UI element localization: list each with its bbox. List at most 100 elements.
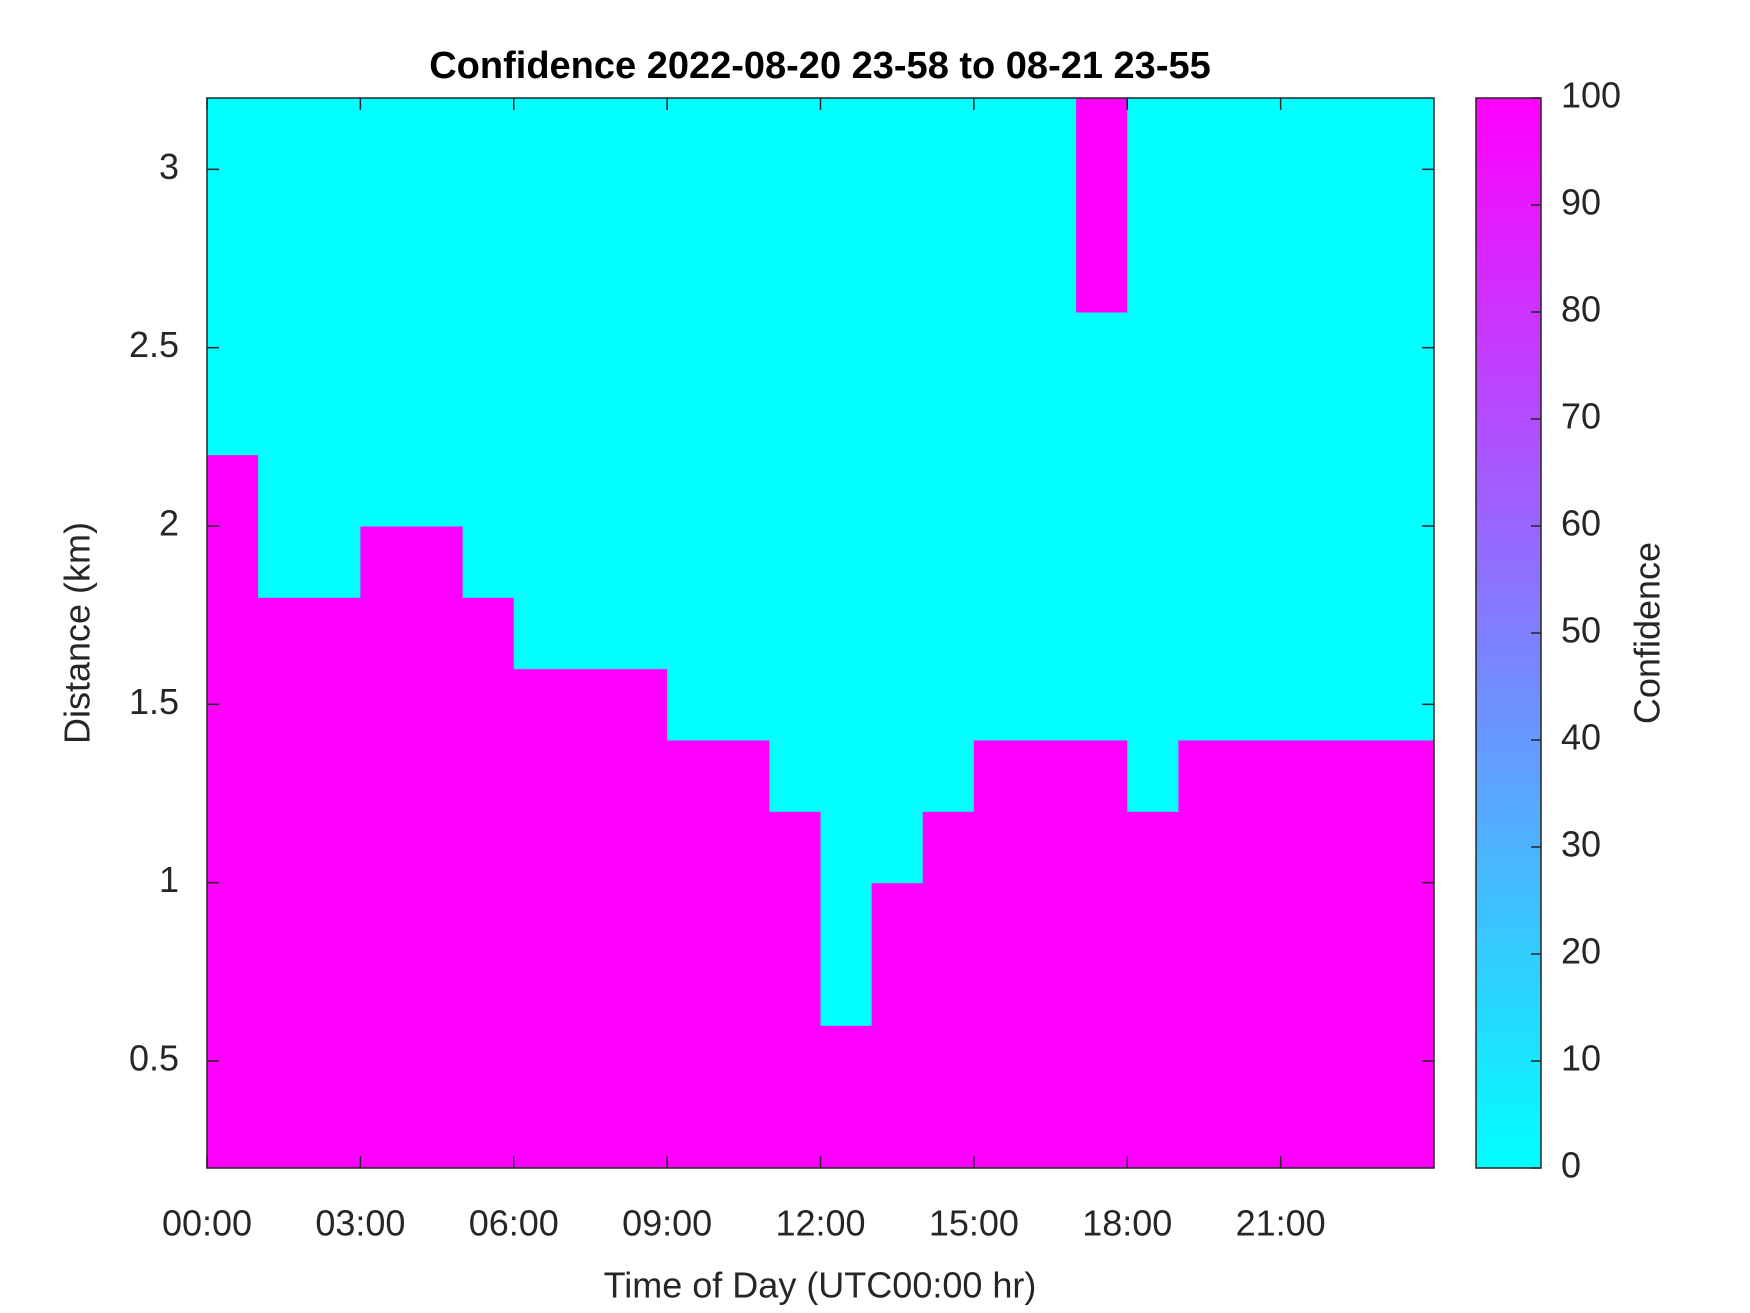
heatmap-cell [309, 383, 361, 456]
heatmap-cell [564, 668, 617, 741]
colorbar-segment [1476, 868, 1541, 880]
heatmap-cell [1178, 312, 1230, 384]
colorbar-tick-label: 60 [1561, 503, 1601, 544]
heatmap-cell [820, 454, 873, 527]
colorbar-segment [1476, 911, 1541, 923]
colorbar-segment [1476, 847, 1541, 859]
heatmap-cell [1076, 454, 1128, 527]
heatmap-cell [564, 454, 617, 527]
colorbar-tick-label: 10 [1561, 1038, 1601, 1079]
colorbar-segment [1476, 536, 1541, 548]
colorbar-segment [1476, 600, 1541, 613]
heatmap-cell [1025, 811, 1077, 884]
heatmap-cell [411, 240, 464, 313]
x-tick-label: 18:00 [1082, 1203, 1172, 1244]
heatmap-cell [769, 597, 821, 670]
heatmap-cell [769, 383, 821, 456]
heatmap-cell [1229, 383, 1282, 456]
heatmap-cell [462, 1096, 515, 1169]
heatmap-cell [207, 383, 259, 456]
heatmap-cell [564, 169, 617, 242]
heatmap-cell [973, 312, 1026, 384]
heatmap-cell [258, 740, 310, 812]
heatmap-cell [667, 740, 719, 812]
colorbar-segment [1476, 194, 1541, 206]
heatmap-cell [1382, 98, 1435, 170]
colorbar-segment [1476, 301, 1541, 313]
heatmap-cell [258, 454, 310, 527]
heatmap-cell [1280, 98, 1333, 170]
heatmap-cell [1076, 1025, 1128, 1098]
heatmap-cell [1127, 597, 1179, 670]
heatmap-cell [922, 668, 975, 741]
heatmap-cell [1025, 454, 1077, 527]
heatmap-cell [1178, 668, 1230, 741]
colorbar-segment [1476, 1071, 1541, 1083]
colorbar-segment [1476, 526, 1541, 538]
colorbar-segment [1476, 1039, 1541, 1051]
heatmap-cell [360, 383, 412, 456]
heatmap-cell [258, 668, 310, 741]
heatmap-cell [1382, 383, 1435, 456]
heatmap-cell [411, 526, 464, 598]
colorbar-segment [1476, 558, 1541, 570]
colorbar-segment [1476, 290, 1541, 302]
colorbar-segment [1476, 397, 1541, 409]
heatmap-cell [973, 740, 1026, 812]
heatmap-cell [1331, 668, 1384, 741]
colorbar-segment [1476, 986, 1541, 998]
colorbar-tick-label: 20 [1561, 931, 1601, 972]
x-axis-label: Time of Day (UTC00:00 hr) [604, 1265, 1037, 1306]
heatmap-cell [1025, 526, 1077, 598]
heatmap-cell [207, 169, 259, 242]
heatmap-cell [1280, 668, 1333, 741]
heatmap-cell [360, 882, 412, 955]
colorbar-segment [1476, 761, 1541, 773]
colorbar-segment [1476, 964, 1541, 976]
heatmap-cell [513, 98, 566, 170]
heatmap-cell [1076, 668, 1128, 741]
heatmap-cell [564, 526, 617, 598]
heatmap-cell [309, 882, 361, 955]
colorbar-segment [1476, 836, 1541, 848]
heatmap-cell [207, 811, 259, 884]
heatmap-cell [1382, 954, 1435, 1026]
heatmap-cell [1178, 526, 1230, 598]
heatmap-cell [820, 1025, 873, 1098]
heatmap-cell [1025, 240, 1077, 313]
heatmap-cell [1127, 954, 1179, 1026]
heatmap-cell [871, 954, 924, 1026]
heatmap-cell [360, 454, 412, 527]
colorbar-segment [1476, 782, 1541, 794]
heatmap-cell [718, 1096, 770, 1169]
y-tick-label: 0.5 [129, 1038, 179, 1079]
heatmap-cell [564, 312, 617, 384]
heatmap-cell [616, 597, 668, 670]
heatmap-cell [360, 98, 412, 170]
heatmap-cell [1382, 526, 1435, 598]
heatmap-cell [667, 169, 719, 242]
heatmap-cell [820, 668, 873, 741]
heatmap-cell [1229, 454, 1282, 527]
heatmap-cell [564, 740, 617, 812]
colorbar-segment [1476, 440, 1541, 452]
colorbar-segment [1476, 504, 1541, 516]
heatmap-cell [1076, 882, 1128, 955]
heatmap-cell [1229, 169, 1282, 242]
heatmap-cell [820, 954, 873, 1026]
colorbar-segment [1476, 333, 1541, 345]
heatmap-cell [513, 383, 566, 456]
colorbar-segment [1476, 943, 1541, 955]
heatmap-cell [411, 882, 464, 955]
heatmap-cell [769, 240, 821, 313]
heatmap-cell [871, 98, 924, 170]
heatmap-cell [820, 383, 873, 456]
heatmap-cell [1280, 454, 1333, 527]
heatmap-cell [309, 240, 361, 313]
heatmap-cell [462, 882, 515, 955]
heatmap-cell [1076, 526, 1128, 598]
heatmap-cell [1178, 740, 1230, 812]
heatmap-cell [973, 668, 1026, 741]
colorbar-segment [1476, 258, 1541, 270]
